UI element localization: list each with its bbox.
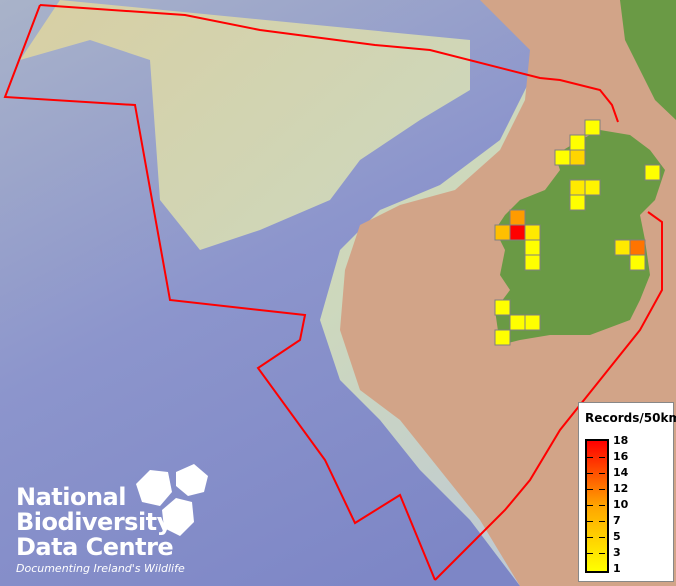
grid-cell[interactable] [584,119,601,136]
logo: National Biodiversity Data Centre Docume… [16,483,185,576]
legend-tick-label: 1 [613,562,621,575]
grid-cell[interactable] [554,149,571,166]
legend-tick-label: 12 [613,482,629,495]
legend-tick-mark [599,457,605,458]
grid-cell[interactable] [629,239,646,256]
legend-tick-label: 16 [613,450,629,463]
land-britain [620,0,676,120]
legend-tick-mark [587,553,593,554]
legend-color-ramp [585,439,609,573]
legend-tick-label: 3 [613,546,621,559]
legend-tick-mark [599,537,605,538]
legend: Records/50km 18 16 14 12 10 7 5 3 1 [578,402,676,582]
grid-cell[interactable] [524,254,541,271]
legend-tick-mark [587,505,593,506]
grid-cell[interactable] [494,299,511,316]
legend-tick-mark [599,505,605,506]
legend-tick-label: 5 [613,530,621,543]
logo-line2: Biodiversity [16,508,172,536]
land-ireland [495,130,665,345]
grid-cell[interactable] [524,224,541,241]
grid-cell[interactable] [569,194,586,211]
grid-cell[interactable] [524,239,541,256]
legend-tick-mark [587,537,593,538]
grid-cell[interactable] [584,179,601,196]
grid-cell[interactable] [494,329,511,346]
grid-cell[interactable] [524,314,541,331]
legend-tick-mark [599,553,605,554]
grid-cell[interactable] [614,239,631,256]
grid-cell[interactable] [569,149,586,166]
legend-tick-label: 7 [613,514,621,527]
legend-tick-mark [587,521,593,522]
logo-tagline: Documenting Ireland's Wildlife [16,562,185,575]
legend-tick-mark [587,457,593,458]
grid-cells [494,119,661,346]
grid-cell[interactable] [494,224,511,241]
logo-line1: National [16,483,126,511]
legend-tick-label: 10 [613,498,629,511]
grid-cell[interactable] [569,179,586,196]
legend-tick-mark [599,521,605,522]
logo-line3: Data Centre [16,533,174,561]
legend-tick-mark [587,489,593,490]
legend-tick-mark [587,473,593,474]
legend-title: Records/50km [585,411,676,425]
boundary-west [3,4,436,581]
grid-cell[interactable] [509,224,526,241]
grid-cell[interactable] [509,314,526,331]
legend-tick-label: 14 [613,466,629,479]
legend-tick-mark [599,473,605,474]
grid-cell[interactable] [629,254,646,271]
grid-cell[interactable] [509,209,526,226]
boundary-north [39,4,619,123]
logo-hexagon-icon [136,464,208,536]
legend-tick-mark [599,489,605,490]
grid-cell[interactable] [644,164,661,181]
grid-cell[interactable] [569,134,586,151]
legend-tick-label: 18 [613,434,629,447]
